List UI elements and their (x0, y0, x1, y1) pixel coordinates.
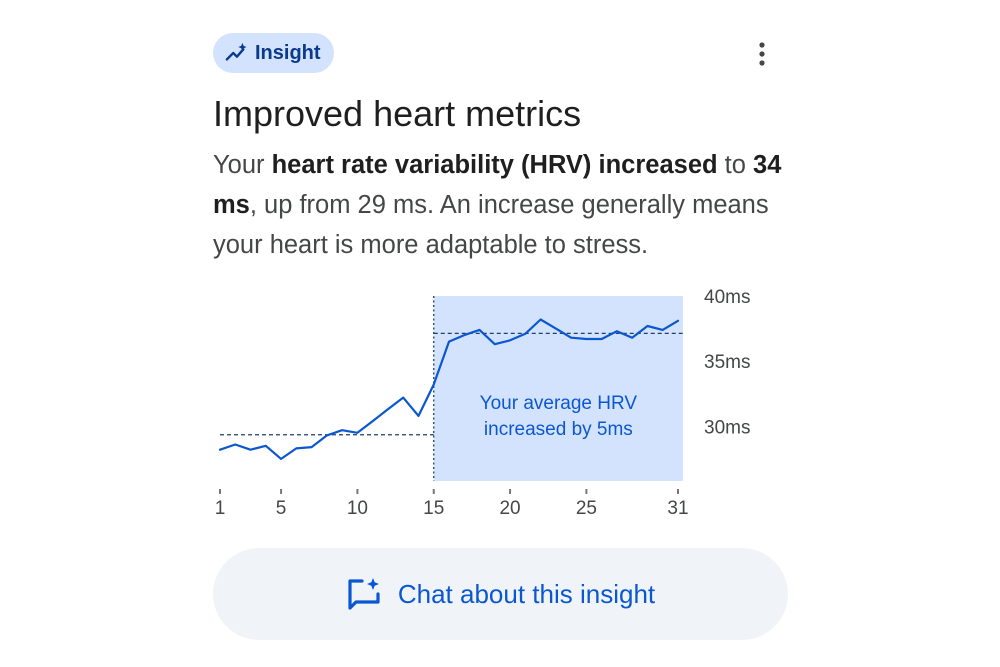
desc-text-1: Your (213, 151, 272, 179)
chat-button-label: Chat about this insight (397, 578, 656, 609)
trending-up-sparkle-icon (225, 42, 247, 61)
x-tick-label: 10 (347, 498, 368, 519)
more-vert-icon (759, 42, 765, 66)
x-tick-label: 1 (215, 498, 226, 519)
insight-chip-label: Insight (255, 41, 321, 64)
more-options-button[interactable] (746, 38, 778, 70)
x-tick-label: 5 (276, 498, 287, 519)
desc-text-3: , up from 29 ms. An increase generally m… (213, 191, 769, 259)
y-tick-label: 40ms (704, 287, 750, 308)
x-tick-label: 25 (576, 498, 597, 519)
chat-sparkle-icon (348, 578, 380, 610)
desc-text-2: to (717, 151, 754, 179)
highlight-region (433, 296, 683, 481)
desc-bold-1: heart rate variability (HRV) increased (271, 151, 718, 179)
chat-about-insight-button[interactable]: Chat about this insight (213, 548, 788, 640)
y-tick-label: 30ms (704, 417, 750, 438)
hrv-chart: Your average HRV increased by 5ms 40ms 35ms… (215, 287, 751, 519)
card-description: Your heart rate variability (HRV) increa… (213, 145, 803, 265)
chart-annotation-line: Your average HRV (480, 393, 638, 414)
y-tick-label: 35ms (704, 352, 750, 373)
x-tick-label: 31 (667, 498, 688, 519)
chart-annotation-line: increased by 5ms (484, 419, 633, 440)
x-tick-label: 15 (423, 498, 444, 519)
hrv-series-line (218, 318, 680, 460)
x-tick-label: 20 (499, 498, 520, 519)
desc-bold-2: 34 ms (213, 151, 782, 219)
card-title: Improved heart metrics (213, 93, 582, 134)
insight-chip: Insight (213, 33, 334, 73)
